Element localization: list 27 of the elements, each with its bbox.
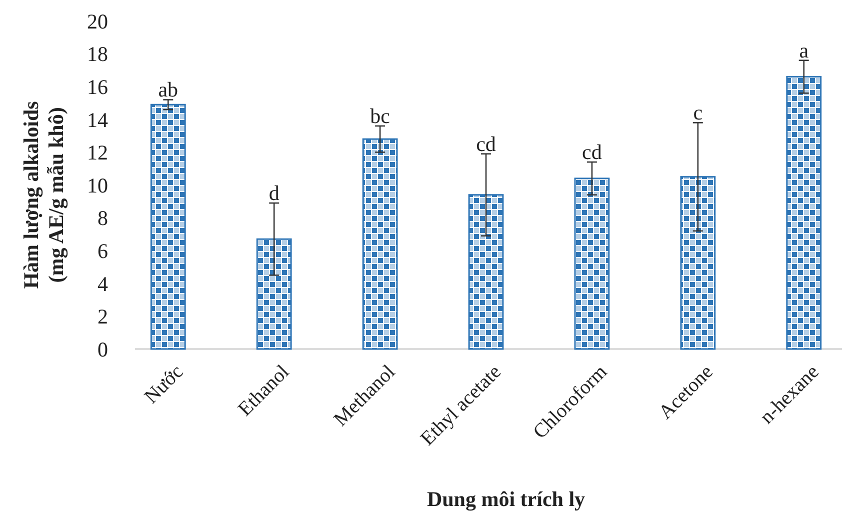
x-axis-title: Dung môi trích ly xyxy=(426,487,586,511)
y-tick-label: 16 xyxy=(87,74,108,99)
y-tick-label: 0 xyxy=(98,337,108,362)
annotation: d xyxy=(268,181,280,206)
annotation: ab xyxy=(158,78,178,102)
bar xyxy=(574,178,610,350)
y-tick-label: 4 xyxy=(98,272,108,296)
y-tick-label: 6 xyxy=(98,238,108,263)
y-tick-label: 14 xyxy=(87,108,108,132)
annotation: c xyxy=(693,100,703,125)
y-tick-label: 8 xyxy=(98,206,108,230)
bar xyxy=(786,76,822,350)
annotation: bc xyxy=(370,104,390,128)
y-tick-label: 2 xyxy=(98,304,108,329)
bar xyxy=(256,238,292,350)
annotation: cd xyxy=(582,140,602,164)
bar xyxy=(468,194,504,350)
y-tick-label: 18 xyxy=(87,42,108,66)
y-tick-label: 20 xyxy=(87,9,108,34)
annotation: a xyxy=(799,38,810,62)
bar xyxy=(362,138,398,350)
bar xyxy=(150,104,186,350)
y-tick-label: 12 xyxy=(87,140,108,165)
annotation: cd xyxy=(476,132,496,156)
y-axis-title: Hàm lượng alkaloids (mg AE/g mẫu khô) xyxy=(19,101,68,289)
y-tick-label: 10 xyxy=(87,173,108,198)
bar xyxy=(680,176,716,350)
